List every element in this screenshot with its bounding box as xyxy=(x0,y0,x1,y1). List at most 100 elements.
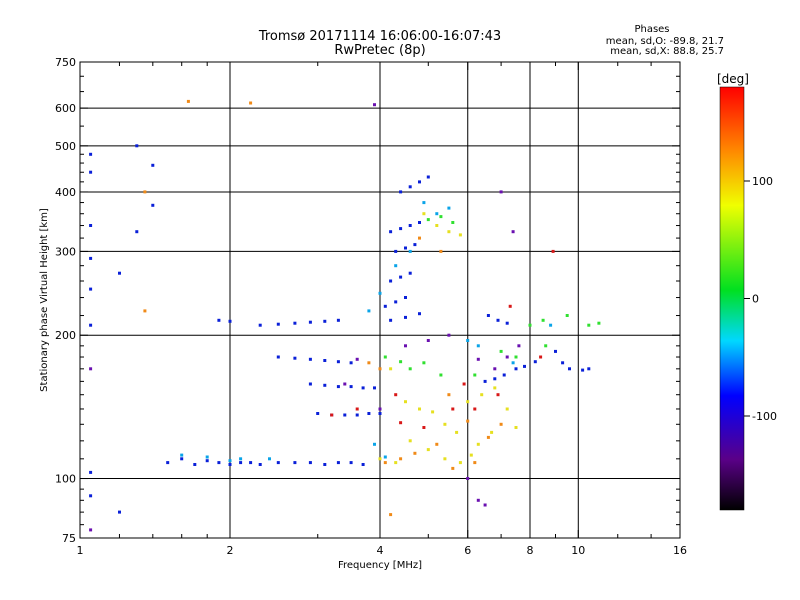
data-point xyxy=(228,319,232,323)
data-point xyxy=(466,477,470,480)
data-point xyxy=(435,224,439,227)
data-point xyxy=(418,221,421,224)
data-point xyxy=(349,361,353,365)
data-point xyxy=(466,400,470,404)
data-point xyxy=(89,224,93,227)
data-point xyxy=(496,393,500,397)
data-point xyxy=(404,400,407,404)
data-point xyxy=(361,386,365,390)
data-point xyxy=(514,426,518,429)
data-point xyxy=(276,322,280,326)
data-point xyxy=(458,233,462,237)
x-axis-ticks: 1 2 4 6 8 10 16 xyxy=(77,62,687,557)
data-point xyxy=(399,457,403,461)
colorbar-gradient xyxy=(719,86,745,511)
phase-colorbar: [deg] 100 0 -100 xyxy=(717,72,777,511)
colorbar-unit-label: [deg] xyxy=(717,72,749,86)
data-point xyxy=(476,344,480,348)
data-point xyxy=(508,304,512,308)
data-point xyxy=(367,361,371,365)
data-point xyxy=(394,300,398,304)
data-point xyxy=(378,407,382,411)
data-point xyxy=(89,494,93,498)
data-point xyxy=(447,333,451,337)
data-point xyxy=(476,442,480,446)
data-point xyxy=(549,323,553,327)
data-point xyxy=(316,412,320,415)
data-point xyxy=(383,304,387,308)
y-tick-label: 500 xyxy=(55,140,76,153)
data-point xyxy=(89,256,93,260)
x-tick-label: 2 xyxy=(227,544,234,557)
y-tick-label: 600 xyxy=(55,102,76,115)
data-point xyxy=(528,323,532,327)
data-point xyxy=(276,355,280,359)
data-point xyxy=(394,249,398,253)
data-point xyxy=(118,271,121,275)
colorbar-ticks: 100 0 -100 xyxy=(744,175,777,423)
y-tick-label: 750 xyxy=(55,56,76,69)
data-point xyxy=(180,453,184,457)
data-point xyxy=(217,461,221,465)
plot-area: 75 100 200 300 400 500 600 750 1 2 4 6 8 10 16 xyxy=(55,56,687,557)
data-point xyxy=(373,442,376,446)
data-point xyxy=(408,224,412,227)
data-point xyxy=(551,249,555,253)
x-tick-label: 6 xyxy=(464,544,471,557)
data-point xyxy=(486,314,490,317)
data-point xyxy=(258,323,262,327)
data-point xyxy=(483,503,487,507)
data-point xyxy=(399,275,403,279)
x-tick-label: 8 xyxy=(527,544,534,557)
data-point xyxy=(186,99,190,103)
data-point xyxy=(511,361,515,365)
data-point xyxy=(451,466,455,470)
data-point xyxy=(451,407,455,411)
data-point xyxy=(89,287,93,291)
chart-title: Tromsø 20171114 16:06:00-16:07:43 xyxy=(258,29,501,44)
data-point xyxy=(443,457,447,461)
data-point xyxy=(378,367,382,371)
data-point xyxy=(135,144,139,148)
phase-x-stats: mean, sd,X: 88.8, 25.7 xyxy=(610,46,724,57)
data-point xyxy=(399,421,403,425)
y-tick-label: 100 xyxy=(55,473,76,486)
data-point xyxy=(343,413,347,417)
data-point xyxy=(383,355,387,359)
data-point xyxy=(458,461,462,465)
data-point xyxy=(544,344,548,348)
data-point xyxy=(408,185,412,189)
data-point xyxy=(439,373,443,377)
data-point xyxy=(293,321,297,325)
data-point xyxy=(308,461,312,465)
data-point xyxy=(378,412,382,415)
data-point xyxy=(439,215,443,219)
data-point xyxy=(587,367,591,371)
data-point xyxy=(517,344,521,348)
data-point xyxy=(466,339,470,342)
data-point xyxy=(308,382,312,386)
data-point xyxy=(404,246,407,250)
data-point xyxy=(502,373,506,377)
data-point xyxy=(490,430,494,434)
data-point xyxy=(404,296,407,299)
data-point xyxy=(323,359,327,362)
data-point xyxy=(568,367,571,371)
data-point xyxy=(493,367,497,371)
data-point xyxy=(399,360,403,364)
data-point xyxy=(135,230,139,234)
data-point xyxy=(336,360,340,364)
colorbar-tick-label: -100 xyxy=(752,410,777,423)
data-point xyxy=(523,364,526,368)
data-point xyxy=(293,356,297,360)
data-point xyxy=(151,163,155,167)
x-tick-label: 16 xyxy=(673,544,687,557)
data-point xyxy=(151,203,155,207)
data-point xyxy=(373,103,376,107)
data-point xyxy=(361,463,365,466)
data-point xyxy=(367,309,371,313)
data-point xyxy=(483,379,487,383)
data-point xyxy=(217,318,221,322)
data-point xyxy=(249,101,253,105)
